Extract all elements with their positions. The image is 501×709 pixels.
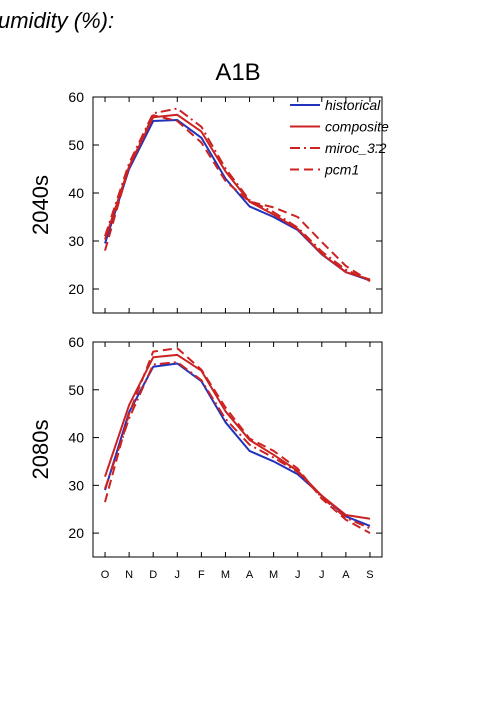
y-tick-label: 40 bbox=[68, 430, 84, 446]
series-line-miroc-3-2 bbox=[104, 361, 371, 530]
panel-2080s: 20 30 40 50 60 O N D J F M A M J J A S 2080s bbox=[28, 334, 383, 581]
panel-label: 2040s bbox=[28, 175, 53, 235]
y-tick-label: 20 bbox=[68, 525, 84, 541]
x-tick-label: F bbox=[198, 569, 205, 581]
panel-2040s: 20 30 40 50 60 2040s bbox=[28, 89, 383, 314]
series-line-pcm1 bbox=[104, 347, 371, 534]
legend-label: historical bbox=[325, 97, 381, 113]
series-line-pcm1 bbox=[104, 114, 371, 283]
legend-label: miroc_3.2 bbox=[325, 140, 387, 156]
x-tick-label: N bbox=[125, 569, 133, 581]
legend: historical composite miroc_3.2 pcm1 bbox=[290, 97, 389, 178]
y-tick-label: 30 bbox=[68, 233, 84, 249]
y-tick-label: 20 bbox=[68, 281, 84, 297]
y-tick-label: 60 bbox=[68, 334, 84, 350]
panel-label: 2080s bbox=[28, 420, 53, 480]
x-tick-label: J bbox=[175, 569, 181, 581]
scenario-title: A1B bbox=[215, 59, 260, 86]
x-tick-label: D bbox=[149, 569, 157, 581]
x-tick-label: S bbox=[366, 569, 373, 581]
legend-label: composite bbox=[325, 119, 389, 135]
y-tick-label: 50 bbox=[68, 382, 84, 398]
series-line-composite bbox=[104, 353, 371, 520]
x-tick-label: M bbox=[221, 569, 230, 581]
y-tick-label: 60 bbox=[68, 89, 84, 105]
x-tick-label: J bbox=[295, 569, 301, 581]
y-tick-label: 50 bbox=[68, 137, 84, 153]
x-tick-label: O bbox=[101, 569, 110, 581]
plot-frame bbox=[92, 96, 383, 314]
x-tick-label: A bbox=[246, 569, 254, 581]
x-tick-label: J bbox=[319, 569, 325, 581]
x-tick-label: M bbox=[269, 569, 278, 581]
y-tick-label: 30 bbox=[68, 477, 84, 493]
legend-label: pcm1 bbox=[324, 162, 359, 178]
series-line-miroc-3-2 bbox=[104, 107, 371, 282]
y-tick-label: 40 bbox=[68, 185, 84, 201]
plot-frame bbox=[92, 341, 383, 558]
x-tick-label: A bbox=[342, 569, 350, 581]
figure-title-fragment: umidity (%): bbox=[0, 8, 114, 33]
